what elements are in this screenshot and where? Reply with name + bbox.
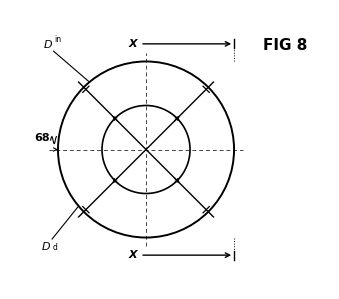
Text: X: X (128, 250, 137, 260)
Text: D: D (42, 242, 51, 252)
Text: in: in (55, 36, 62, 45)
Text: X: X (128, 39, 137, 49)
Text: 68: 68 (35, 133, 50, 143)
Text: d: d (53, 243, 58, 252)
Text: D: D (43, 40, 52, 50)
Text: FIG 8: FIG 8 (263, 38, 307, 53)
